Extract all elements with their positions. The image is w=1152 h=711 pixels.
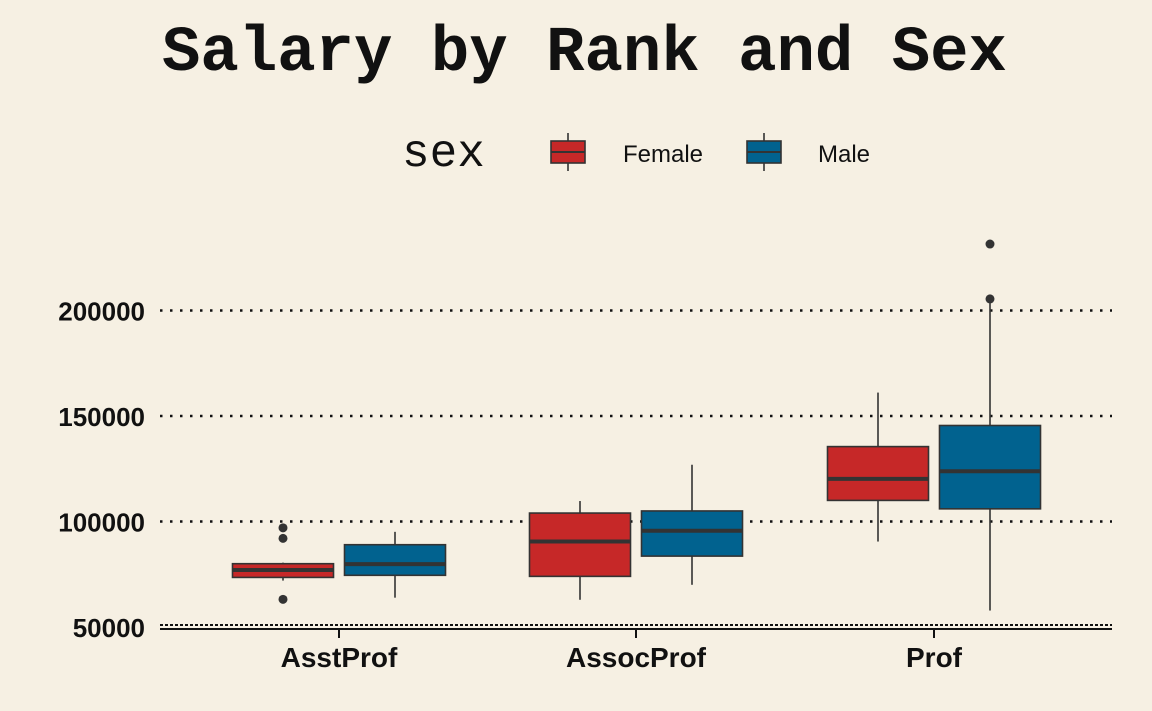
- outlier-female-asstprof-0: [278, 523, 288, 533]
- legend-label-female: Female: [623, 141, 704, 168]
- legend-label-male: Male: [818, 141, 871, 168]
- x-tick-label-Prof: Prof: [906, 642, 963, 673]
- box-female-assocprof: [528, 512, 632, 578]
- x-tick-label-AsstProf: AsstProf: [281, 642, 398, 673]
- outlier-female-asstprof-2: [278, 594, 288, 604]
- box-male-prof: [938, 424, 1042, 510]
- outlier-male-prof-0: [985, 239, 995, 249]
- box-female-prof: [826, 445, 930, 502]
- outlier-male-prof-1: [985, 294, 995, 304]
- y-tick-label-50000: 50000: [73, 613, 145, 643]
- box-male-assocprof: [640, 510, 744, 557]
- y-tick-label-200000: 200000: [58, 297, 145, 327]
- x-tick-label-AssocProf: AssocProf: [566, 642, 707, 673]
- outlier-female-asstprof-1: [278, 533, 288, 543]
- legend-title: sex: [402, 128, 485, 180]
- y-tick-label-150000: 150000: [58, 402, 145, 432]
- chart-title: Salary by Rank and Sex: [162, 18, 1007, 90]
- box-male-asstprof: [343, 543, 447, 577]
- y-tick-label-100000: 100000: [58, 508, 145, 538]
